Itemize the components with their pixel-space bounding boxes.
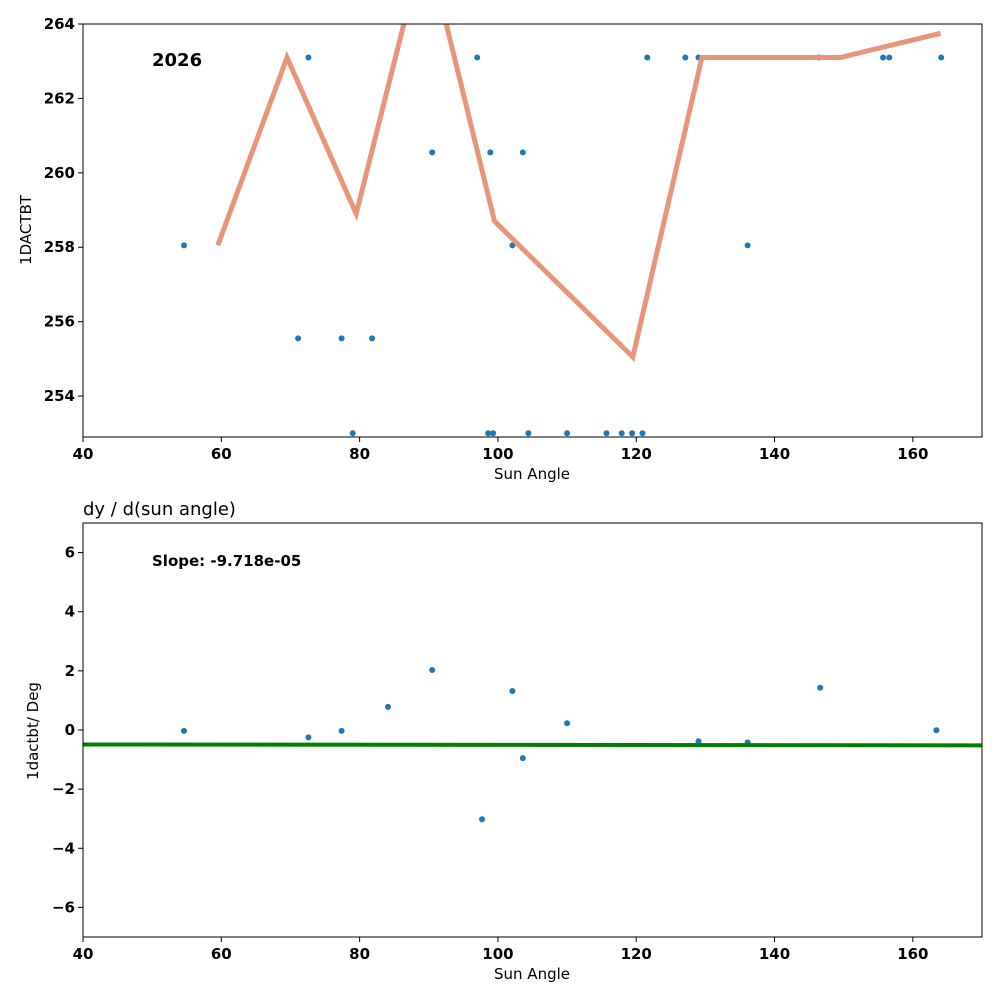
derivative-point: [429, 667, 436, 673]
derivative-point: [933, 727, 940, 734]
x-tick-label: 100: [482, 945, 513, 963]
temperature-panel: 2026 Sun Angle 1DACTBT 40 60 80 100 120 140 16…: [17, 15, 983, 483]
data-point: [639, 430, 646, 437]
x-tick-label: 120: [621, 445, 652, 463]
data-point: [564, 430, 571, 437]
data-point: [629, 430, 636, 437]
y-tick-label: 258: [44, 238, 75, 256]
data-point: [474, 54, 481, 61]
derivative-point: [479, 816, 485, 823]
derivative-point: [385, 703, 391, 710]
x-axis-label-top: Sun Angle: [494, 465, 570, 483]
plot-area: [83, 667, 982, 823]
data-point: [485, 430, 492, 437]
data-point: [490, 430, 497, 437]
y-tick-label: 2: [65, 662, 75, 680]
x-tick-label: 100: [482, 445, 513, 463]
derivative-point: [519, 755, 526, 762]
y-tick-label: 6: [65, 544, 75, 562]
derivative-point: [181, 727, 187, 734]
data-point: [305, 54, 312, 61]
data-point: [880, 54, 887, 61]
fit-line: [83, 742, 982, 748]
data-point: [181, 242, 187, 249]
data-point: [519, 149, 526, 156]
y-axis-label-top: 1DACTBT: [17, 194, 35, 265]
data-point: [487, 149, 494, 156]
data-point: [369, 335, 376, 342]
slope-annotation: Slope: -9.718e-05: [152, 552, 301, 570]
y-tick-label: 260: [44, 164, 75, 182]
data-point: [429, 149, 436, 156]
y-axis-label-bottom: 1dactbt/ Deg: [24, 682, 42, 780]
data-point: [644, 54, 651, 61]
y-tick-label: 4: [65, 603, 75, 621]
data-point: [349, 430, 356, 437]
y-tick-label: −4: [52, 839, 75, 857]
year-annotation: 2026: [152, 50, 202, 71]
y-tick-label: 262: [44, 89, 75, 107]
derivative-point: [338, 727, 345, 734]
data-point: [886, 54, 893, 61]
data-point: [525, 430, 532, 437]
data-point: [603, 430, 610, 437]
derivative-point: [817, 684, 824, 691]
x-tick-label: 140: [759, 445, 790, 463]
data-point: [338, 335, 345, 342]
data-point: [295, 335, 302, 342]
derivative-panel: dy / d(sun angle) Slope: -9.718e-05 Sun …: [24, 499, 983, 983]
plot-frame: [82, 522, 983, 938]
x-tick-label: 60: [211, 945, 232, 963]
x-tick-label: 40: [73, 945, 94, 963]
x-tick-label: 40: [73, 445, 94, 463]
derivative-point: [305, 734, 312, 741]
y-tick-label: 256: [44, 313, 75, 331]
data-point: [744, 242, 751, 249]
data-point: [682, 54, 689, 61]
derivative-point: [509, 688, 516, 694]
x-tick-label: 80: [349, 445, 370, 463]
x-tick-label: 120: [621, 945, 652, 963]
data-point: [938, 54, 945, 61]
y-tick-label: 0: [65, 721, 75, 739]
data-point: [509, 242, 516, 249]
x-tick-label: 160: [897, 445, 928, 463]
derivative-point: [695, 738, 702, 745]
data-point: [618, 430, 625, 437]
x-tick-label: 160: [897, 945, 928, 963]
plot-area: [181, 24, 945, 437]
x-tick-label: 80: [349, 945, 370, 963]
derivative-point: [564, 720, 571, 727]
y-tick-label: −2: [52, 780, 75, 798]
trend-line: [215, 24, 942, 362]
x-tick-label: 140: [759, 945, 790, 963]
x-tick-label: 60: [211, 445, 232, 463]
x-axis-label-bottom: Sun Angle: [494, 965, 570, 983]
derivative-title: dy / d(sun angle): [83, 499, 236, 520]
plot-frame: [82, 23, 983, 438]
y-tick-label: 264: [44, 15, 75, 33]
y-tick-label: −6: [52, 898, 75, 916]
y-tick-label: 254: [44, 387, 75, 405]
